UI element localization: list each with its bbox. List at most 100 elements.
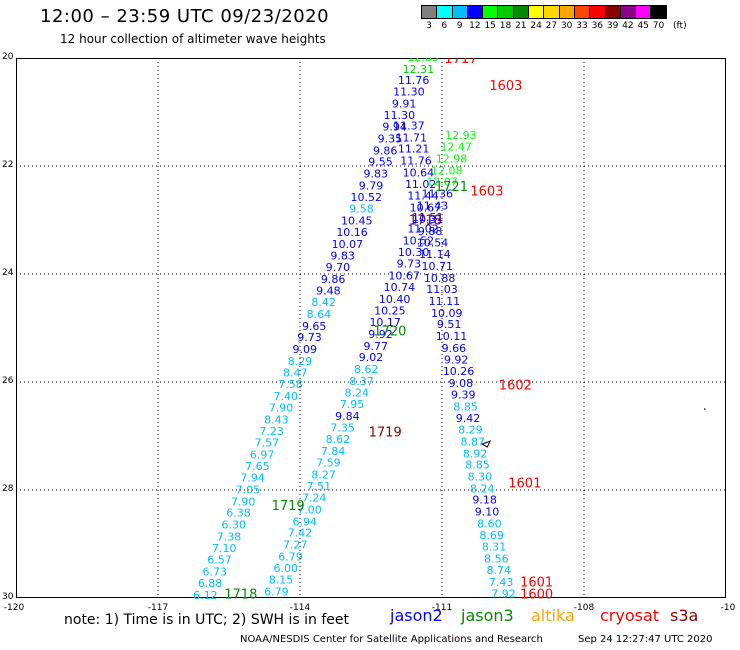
wave-height-value: 9.10 (475, 506, 500, 519)
wave-height-value: 8.74 (487, 564, 512, 577)
wave-height-value: 8.85 (453, 400, 478, 413)
legend-swatch (573, 5, 591, 19)
wave-height-value: 8.92 (463, 447, 488, 460)
wave-height-value: 9.91 (392, 97, 417, 110)
wave-height-value: 10.40 (379, 293, 411, 306)
wave-height-value: 11.71 (395, 131, 427, 144)
wave-height-value: 10.54 (417, 237, 449, 250)
color-scale-labels: 3 6 9 12 15 18 21 24 27 30 33 36 39 42 45 70 (ft) (421, 21, 740, 33)
wave-height-value: 9.92 (368, 328, 393, 341)
wave-height-value: 10.25 (374, 305, 406, 318)
wave-height-value: 9.73 (297, 331, 322, 344)
wave-height-value: 11.02 (407, 223, 439, 236)
latitude-tick-label: 28 (2, 484, 14, 494)
wave-height-value: 9.35 (378, 132, 403, 145)
wave-height-value: 8.30 (468, 471, 493, 484)
wave-height-value: 10.07 (332, 238, 364, 251)
legend-label: 70 (652, 21, 665, 31)
credit-text: NOAA/NESDIS Center for Satellite Applica… (240, 634, 543, 645)
observation-time-label: 1601 (508, 476, 541, 491)
legend-label: 24 (530, 21, 542, 31)
wave-height-value: 9.39 (451, 388, 476, 401)
wave-height-value: 7.38 (217, 530, 242, 543)
wave-height-value: 6.38 (226, 507, 251, 520)
wave-height-value: 6.97 (250, 448, 275, 461)
wave-height-value: 9.51 (437, 318, 462, 331)
wave-height-value: 9.84 (335, 410, 360, 423)
wave-height-value: 6.79 (278, 550, 303, 563)
wave-height-value: 7.00 (297, 503, 322, 516)
wave-height-value: 11.51 (412, 211, 444, 224)
wave-height-value: 10.64 (403, 166, 435, 179)
map-frame (16, 58, 726, 598)
wave-height-value: 7.40 (274, 390, 299, 403)
observation-time-label: 1601 (520, 575, 553, 590)
corner-tick-label: -10 (720, 603, 736, 613)
legend-label: 42 (622, 21, 634, 31)
wave-height-value: 11.44 (407, 190, 439, 203)
legend-swatch (589, 5, 606, 19)
marker-icon (481, 440, 492, 448)
legend-swatch (512, 5, 530, 19)
legend-label: 27 (545, 21, 558, 31)
wave-height-value: 7.58 (278, 378, 303, 391)
wave-height-value: 10.16 (336, 226, 368, 239)
wave-height-value: 10.67 (388, 270, 420, 283)
wave-height-value: 8.62 (354, 363, 379, 376)
wave-height-value: 12.98 (436, 152, 468, 165)
observation-time-label: 1603 (470, 184, 503, 199)
wave-height-value: 12.93 (445, 129, 477, 142)
legend-swatch (650, 5, 667, 19)
wave-height-value: 8.31 (482, 541, 507, 554)
wave-height-value: 7.84 (321, 445, 346, 458)
wave-height-value: 11.14 (419, 248, 451, 261)
longitude-tick-label: -111 (431, 603, 453, 613)
wave-height-value: 9.94 (382, 121, 407, 134)
wave-height-value: 11.30 (384, 109, 416, 122)
wave-height-value: 9.77 (363, 340, 388, 353)
latitude-tick-label: 26 (2, 376, 14, 386)
satellite-name-altika: altika (531, 606, 575, 625)
wave-height-value: 7.65 (245, 460, 270, 473)
wave-height-value: 8.27 (311, 468, 336, 481)
observation-time-label: 1600 (520, 588, 553, 602)
legend-label: 30 (560, 21, 573, 31)
wave-height-value: 9.79 (359, 179, 384, 192)
wave-height-value: 11.03 (426, 283, 458, 296)
page-title: 12:00 – 23:59 UTC 09/23/2020 (40, 6, 330, 27)
wave-height-value: 11.11 (429, 295, 461, 308)
wave-height-value: 10.17 (369, 316, 401, 329)
wave-height-value: 9.42 (456, 412, 481, 425)
satellite-name-jason3: jason3 (461, 606, 514, 625)
wave-height-value: 7.05 (236, 483, 261, 496)
legend-label: 21 (515, 21, 527, 31)
wave-height-value: 9.66 (442, 342, 467, 355)
legend-label: 9 (456, 21, 463, 31)
wave-height-value: 8.56 (484, 553, 509, 566)
wave-height-value: 10.45 (341, 215, 373, 228)
wave-height-value: 6.00 (274, 562, 299, 575)
wave-height-value: 9.70 (326, 261, 351, 274)
wave-height-value: 7.10 (212, 542, 237, 555)
wave-height-value: 10.09 (431, 307, 463, 320)
page-subtitle: 12 hour collection of altimeter wave hei… (60, 32, 326, 46)
legend-label: 36 (591, 21, 604, 31)
legend-swatch (543, 5, 560, 19)
wave-height-value: 6.57 (207, 554, 232, 567)
wave-height-value: 8.29 (288, 355, 313, 368)
wave-height-value: 11.76 (398, 74, 430, 87)
wave-height-value: 9.02 (359, 351, 384, 364)
observation-time-label: 1719 (272, 499, 305, 514)
units-note: note: 1) Time is in UTC; 2) SWH is in fe… (64, 612, 350, 628)
wave-height-value: 11.43 (417, 199, 449, 212)
wave-height-value: 8.15 (269, 574, 294, 587)
observation-time-label: 1718 (224, 588, 257, 602)
wave-height-value: 9.55 (368, 156, 393, 169)
wave-height-value: 10.30 (398, 246, 430, 259)
wave-height-map: 6.126.886.736.577.107.386.306.387.907.05… (16, 58, 726, 602)
wave-height-value: 10.88 (424, 272, 456, 285)
wave-height-value: 8.37 (349, 375, 374, 388)
wave-height-value: 7.27 (283, 539, 308, 552)
legend-unit: (ft) (673, 21, 687, 31)
